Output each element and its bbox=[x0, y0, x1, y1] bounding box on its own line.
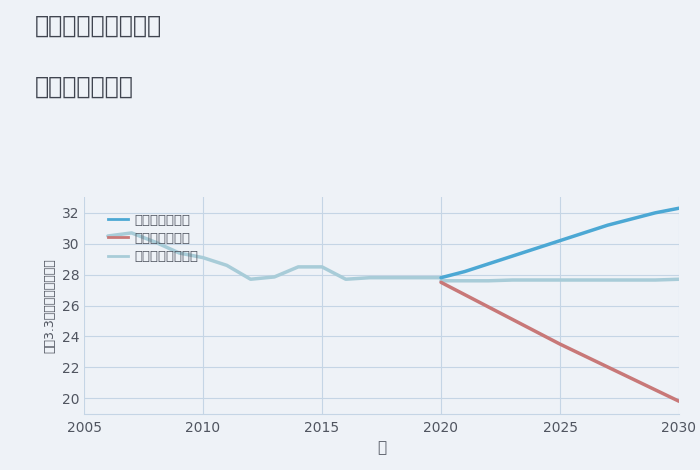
Y-axis label: 平（3.3㎡）単価（万円）: 平（3.3㎡）単価（万円） bbox=[43, 258, 56, 353]
X-axis label: 年: 年 bbox=[377, 440, 386, 455]
Legend: グッドシナリオ, バッドシナリオ, ノーマルシナリオ: グッドシナリオ, バッドシナリオ, ノーマルシナリオ bbox=[102, 208, 204, 268]
Text: 土地の価格推移: 土地の価格推移 bbox=[35, 75, 134, 99]
Text: 愛知県瀬戸市平町の: 愛知県瀬戸市平町の bbox=[35, 14, 162, 38]
